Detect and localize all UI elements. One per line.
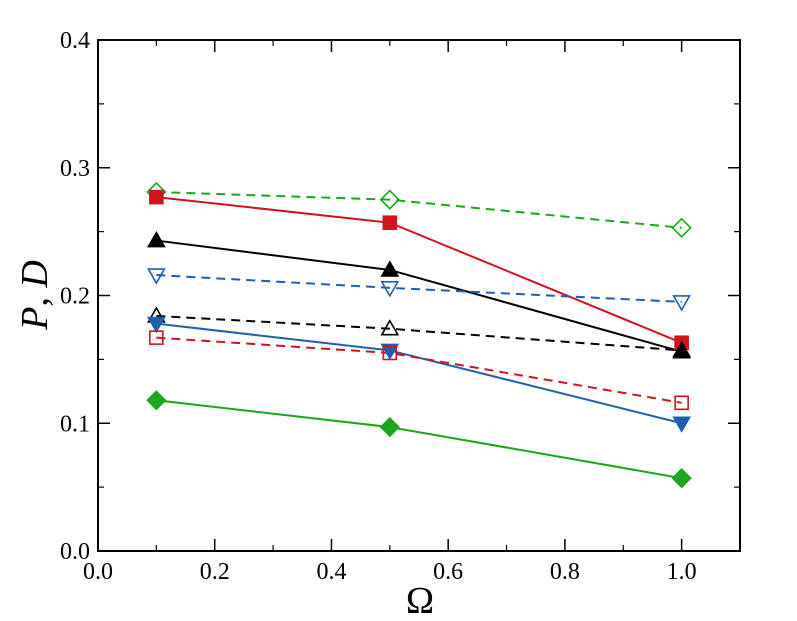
data-point (379, 189, 400, 210)
series-markers-red-filled-square-solid (149, 189, 689, 351)
x-tick-label: 0.2 (200, 559, 230, 585)
series-markers-green-open-diamond-dashed (146, 181, 692, 238)
series-line (156, 191, 682, 229)
data-point (382, 345, 398, 361)
series-black-filled-triangle-solid (156, 239, 682, 353)
data-point (379, 416, 400, 438)
y-axis-title: P, D (14, 260, 56, 331)
series-line (156, 399, 682, 480)
data-point (382, 215, 398, 230)
y-tick-label: 0.3 (60, 156, 90, 182)
data-point (146, 390, 167, 411)
series-green-filled-diamond-solid (156, 399, 682, 480)
y-tick-label: 0.4 (60, 28, 90, 54)
x-axis-title: Ω (406, 580, 434, 621)
data-point (672, 340, 692, 358)
y-tick-label: 0.0 (60, 539, 90, 565)
x-tick-label: 0.4 (316, 559, 346, 585)
data-point (149, 189, 164, 205)
x-tick-label: 1.0 (667, 559, 697, 585)
series-line (156, 274, 682, 303)
data-point (671, 468, 692, 489)
data-point (146, 268, 166, 285)
data-point (380, 343, 400, 361)
plot-frame (97, 39, 741, 552)
x-tick-label: 0.8 (550, 559, 580, 585)
data-point (672, 416, 692, 433)
y-axis-title-sep: , (14, 288, 56, 307)
data-point (146, 230, 166, 248)
data-point (380, 281, 400, 298)
data-point (672, 295, 692, 312)
data-point (380, 319, 400, 336)
data-point (146, 316, 166, 334)
series-black-open-triangle-dashed (156, 314, 682, 352)
series-line (156, 336, 682, 404)
axis-ticks: 0.0 0.2 0.4 0.6 0.8 1.0 0.0 0.1 0.2 0.3 0.4 (60, 28, 741, 585)
series-red-open-square-dashed (156, 336, 682, 404)
y-tick-label: 0.2 (60, 284, 90, 310)
data-point (671, 217, 692, 238)
series-markers-black-filled-triangle-solid (146, 230, 692, 359)
series-line (156, 239, 682, 353)
series-markers-blue-filled-triangle-down-solid (146, 316, 692, 433)
y-tick-label: 0.1 (60, 411, 90, 437)
data-point (149, 330, 164, 345)
series-markers-red-open-square-dashed (149, 330, 689, 411)
series-layer (146, 181, 692, 489)
data-point (674, 395, 689, 411)
series-markers-green-filled-diamond-solid (146, 390, 692, 489)
x-tick-label: 0.0 (83, 559, 113, 585)
series-blue-open-triangle-down-dashed (156, 274, 682, 303)
y-axis-title-p: P (14, 307, 56, 331)
x-tick-label: 0.6 (433, 559, 463, 585)
series-green-open-diamond-dashed (156, 191, 682, 229)
series-line (156, 314, 682, 352)
data-point (380, 260, 400, 277)
series-markers-blue-open-triangle-down-dashed (146, 268, 692, 312)
y-axis-title-d: D (14, 260, 56, 288)
